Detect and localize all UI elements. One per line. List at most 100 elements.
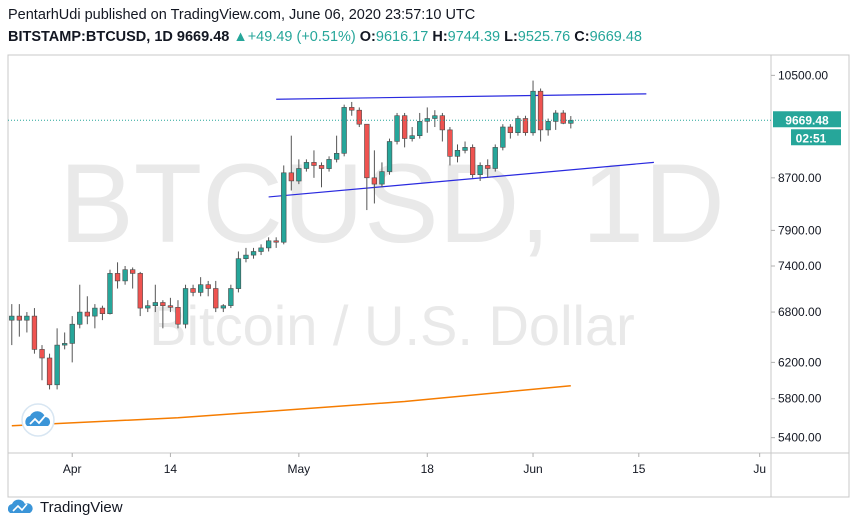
symbol-watermark: BTCUSD, 1D Bitcoin / U.S. Dollar (59, 141, 725, 357)
candle[interactable] (160, 300, 166, 329)
candle[interactable] (122, 265, 128, 285)
candle[interactable] (424, 107, 430, 133)
candle-body (69, 323, 75, 344)
candle[interactable] (379, 162, 385, 188)
candle[interactable] (492, 144, 498, 172)
candle[interactable] (349, 101, 355, 116)
candle[interactable] (537, 88, 544, 142)
candle[interactable] (303, 159, 310, 172)
candle[interactable] (273, 237, 279, 248)
candle[interactable] (553, 110, 559, 130)
candle[interactable] (515, 115, 521, 136)
candle-body (303, 162, 310, 169)
candle[interactable] (61, 332, 68, 350)
candle[interactable] (281, 165, 287, 245)
candle[interactable] (462, 141, 468, 154)
candle[interactable] (9, 304, 15, 346)
candle[interactable] (439, 112, 445, 142)
candle-body (379, 171, 385, 185)
tradingview-brand[interactable]: TradingView (40, 498, 123, 516)
candle[interactable] (326, 156, 332, 172)
candle-body (515, 118, 521, 133)
candle[interactable] (432, 110, 438, 128)
candle[interactable] (401, 112, 408, 148)
candle[interactable] (507, 124, 513, 139)
candle-body (182, 288, 189, 325)
candle[interactable] (167, 297, 174, 313)
candle[interactable] (190, 284, 196, 297)
candle[interactable] (84, 296, 90, 325)
candle-body (500, 126, 506, 148)
publish-info: PentarhUdi published on TradingView.com,… (8, 7, 476, 23)
candle[interactable] (16, 304, 22, 337)
candle[interactable] (333, 135, 340, 163)
candle[interactable] (318, 162, 325, 188)
candle[interactable] (500, 124, 506, 151)
candle[interactable] (107, 269, 113, 315)
candle[interactable] (205, 280, 211, 297)
candle[interactable] (454, 144, 461, 163)
candle[interactable] (530, 80, 536, 136)
candle[interactable] (198, 277, 204, 297)
candle[interactable] (99, 305, 106, 321)
candle-body (114, 273, 121, 282)
candle-body (54, 344, 60, 386)
candle[interactable] (417, 112, 423, 139)
candle[interactable] (386, 138, 393, 175)
candle[interactable] (356, 107, 362, 128)
candle[interactable] (568, 116, 574, 129)
price-tick-label: 10500.00 (778, 68, 828, 82)
candle[interactable] (39, 345, 45, 381)
candle[interactable] (24, 312, 30, 333)
candle[interactable] (220, 304, 226, 313)
candle[interactable] (182, 284, 189, 329)
candle[interactable] (311, 150, 317, 178)
candle-body (167, 305, 174, 308)
candle[interactable] (364, 123, 370, 211)
candle[interactable] (522, 115, 529, 136)
candle[interactable] (394, 112, 400, 145)
candle[interactable] (114, 262, 121, 289)
candle-body (545, 121, 551, 131)
candle-body (273, 240, 279, 243)
candle[interactable] (545, 118, 551, 136)
candle[interactable] (77, 284, 83, 329)
candle[interactable] (31, 308, 38, 354)
candle[interactable] (447, 127, 453, 166)
candle[interactable] (228, 284, 234, 309)
candle[interactable] (213, 280, 219, 313)
candle-body (349, 107, 355, 111)
candle[interactable] (235, 251, 242, 293)
candle[interactable] (145, 300, 151, 313)
candle[interactable] (46, 353, 53, 390)
candle[interactable] (258, 244, 264, 256)
candle[interactable] (341, 104, 347, 157)
candle[interactable] (265, 237, 272, 252)
price-change: +49.49 (+0.51%) (247, 29, 356, 45)
time-tick-label: Ju (753, 462, 766, 476)
candle[interactable] (485, 159, 491, 178)
candle-body (432, 115, 438, 119)
candle-body (537, 90, 544, 131)
candle[interactable] (54, 328, 60, 390)
close-label: C: (574, 29, 590, 45)
candle[interactable] (288, 135, 294, 191)
last-price-tag: 9669.48 02:51 (773, 111, 841, 146)
candle[interactable] (409, 127, 415, 142)
price-tick-label: 5800.00 (778, 392, 822, 406)
candle[interactable] (477, 162, 483, 181)
candle[interactable] (175, 300, 181, 329)
candle[interactable] (250, 247, 257, 259)
candle[interactable] (69, 316, 75, 363)
candle[interactable] (152, 284, 158, 313)
tradingview-badge[interactable] (21, 403, 55, 437)
candle[interactable] (560, 110, 566, 125)
candle[interactable] (371, 150, 377, 204)
candle[interactable] (137, 271, 143, 317)
candle[interactable] (243, 247, 249, 263)
candle[interactable] (469, 144, 476, 178)
candle[interactable] (296, 159, 302, 185)
candle[interactable] (92, 304, 98, 329)
candle[interactable] (130, 267, 136, 289)
